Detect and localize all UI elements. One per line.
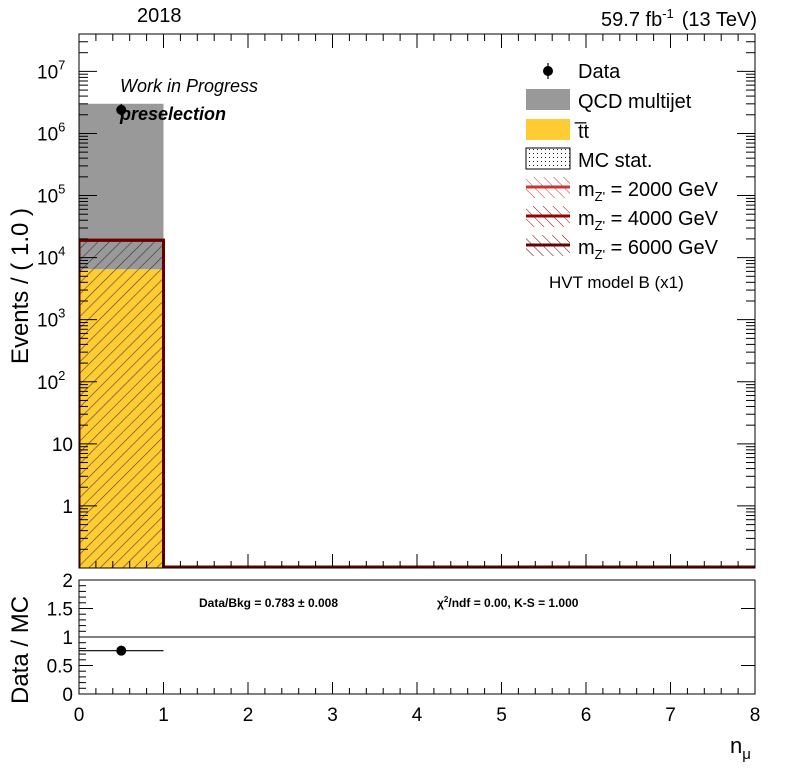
ratio-points: [79, 645, 164, 656]
year-label: 2018: [137, 5, 182, 27]
ratio-axes: 0 0.5 1 1.5 2 0 1 2 3 4 5 6 7 8: [47, 571, 761, 726]
main-bars: [79, 103, 755, 568]
x-axis-title: nμ: [730, 733, 751, 763]
legend-mcstat-swatch: [525, 147, 571, 170]
ratio-frame: [78, 579, 756, 695]
x-tick-label: 6: [581, 705, 592, 726]
y-tick-label: 106: [37, 119, 65, 145]
ratio-panel: 0 0.5 1 1.5 2 0 1 2 3 4 5 6 7 8 Data / MC Data/Bkg = …: [7, 571, 760, 763]
legend-signal-6000-label: mZ' = 6000 GeV: [578, 237, 719, 262]
x-tick-label: 4: [412, 705, 423, 726]
ratio-y-tick-label: 0.5: [47, 657, 73, 678]
legend-data-label: Data: [578, 61, 621, 83]
legend-qcd-swatch: [526, 89, 570, 110]
ratio-y-tick-label: 0: [62, 685, 73, 706]
model-label: HVT model B (x1): [549, 273, 684, 292]
x-tick-label: 7: [665, 705, 676, 726]
data-point-bin-0: [116, 104, 127, 115]
mc-stat-band-bin-0: [79, 240, 164, 270]
lumi-label: 59.7 fb-1 (13 TeV): [601, 6, 757, 31]
ratio-chi2-text: χ2/ndf = 0.00, K-S = 1.000: [437, 595, 579, 610]
x-tick-label: 1: [158, 705, 169, 726]
legend-signal-2000-label: mZ' = 2000 GeV: [578, 179, 719, 204]
x-tick-label: 5: [496, 705, 507, 726]
legend-ttbar-swatch: [526, 119, 570, 140]
ratio-point-0: [116, 645, 127, 656]
legend-mcstat-label: MC stat.: [578, 150, 652, 172]
work-in-progress-label: Work in Progress: [120, 76, 258, 96]
legend-qcd-label: QCD multijet: [578, 91, 692, 113]
x-tick-label: 2: [243, 705, 254, 726]
ratio-y-axis-title: Data / MC: [7, 596, 34, 704]
main-y-axis-title: Events / ( 1.0 ): [7, 208, 34, 364]
region-label: preselection: [119, 104, 226, 124]
signal-hatch-bin-0: [79, 269, 164, 568]
x-tick-label: 3: [327, 705, 338, 726]
y-tick-label: 105: [37, 182, 65, 208]
ratio-y-tick-label: 1.5: [47, 600, 73, 621]
main-panel: 1 10 102 103 104 105 106 107 Events / ( 1.0 ) W…: [7, 33, 756, 569]
y-tick-label: 104: [37, 244, 65, 270]
legend: Data QCD multijet t̅t MC stat. mZ' = 200…: [525, 61, 719, 262]
ratio-y-tick-label: 1: [62, 628, 73, 649]
y-tick-label: 103: [37, 306, 65, 332]
y-tick-label: 1: [62, 497, 73, 518]
x-tick-label: 0: [74, 705, 85, 726]
ratio-data-bkg-text: Data/Bkg = 0.783 ± 0.008: [199, 596, 338, 610]
y-tick-label: 102: [37, 368, 65, 394]
signal-line-6000: [79, 238, 755, 568]
legend-ttbar-label: t̅t: [575, 121, 590, 143]
main-frame: [78, 33, 756, 569]
y-tick-label: 10: [52, 435, 73, 456]
ratio-y-tick-label: 2: [62, 571, 73, 592]
legend-signal-4000-label: mZ' = 4000 GeV: [578, 208, 719, 233]
y-tick-label: 107: [37, 57, 65, 83]
x-tick-label: 8: [750, 705, 761, 726]
